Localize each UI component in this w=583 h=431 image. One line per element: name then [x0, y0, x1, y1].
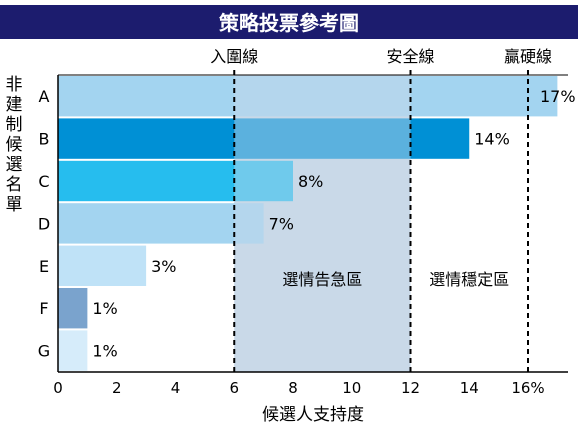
alert-zone-overlay	[234, 75, 411, 372]
value-label-A: 17%	[540, 87, 576, 106]
category-label-F: F	[39, 299, 48, 318]
zone-overlay-layer	[234, 75, 411, 372]
bar-A	[58, 76, 558, 117]
category-label-C: C	[38, 172, 49, 191]
x-tick-label-6: 12	[401, 379, 420, 397]
bar-E	[58, 245, 147, 286]
category-label-A: A	[39, 87, 50, 106]
category-label-E: E	[39, 257, 49, 276]
bars-layer	[58, 76, 558, 371]
title-bar	[0, 5, 578, 39]
chart-title: 策略投票參考圖	[219, 11, 359, 35]
x-axis-label: 候選人支持度	[262, 405, 364, 425]
bar-G	[58, 330, 88, 371]
labels-layer: 入圍線 安全線 贏硬線 0 2 4 6 8 10 12 14 16% A B C D E F G 17% 14% 8% 7%…	[6, 47, 576, 425]
x-tick-label-8: 16%	[511, 379, 544, 397]
value-label-B: 14%	[474, 130, 510, 149]
x-tick-label-5: 10	[342, 379, 361, 397]
threshold-label-3: 贏硬線	[504, 47, 552, 66]
bar-D	[58, 203, 264, 244]
bar-B	[58, 118, 470, 159]
x-tick-label-2: 4	[171, 379, 181, 397]
x-tick-label-0: 0	[53, 379, 63, 397]
zone-label-2: 選情穩定區	[429, 270, 509, 289]
value-label-E: 3%	[151, 257, 176, 276]
value-label-F: 1%	[92, 299, 117, 318]
value-label-D: 7%	[269, 214, 294, 233]
value-label-C: 8%	[298, 172, 323, 191]
value-label-G: 1%	[92, 342, 117, 361]
threshold-label-1: 入圍線	[210, 47, 258, 66]
zone-label-1: 選情告急區	[282, 270, 362, 289]
bar-C	[58, 160, 293, 202]
x-tick-label-1: 2	[112, 379, 122, 397]
axes-layer	[57, 74, 568, 373]
x-tick-label-4: 8	[288, 379, 298, 397]
category-label-D: D	[38, 214, 50, 233]
category-label-G: G	[38, 342, 50, 361]
category-label-B: B	[39, 130, 50, 149]
bar-F	[58, 288, 88, 329]
x-tick-label-7: 14	[460, 379, 479, 397]
chart-title-banner: 策略投票參考圖	[0, 5, 578, 39]
x-tick-label-3: 6	[229, 379, 239, 397]
y-axis-label: 非建制候選名單	[6, 75, 23, 215]
threshold-label-2: 安全線	[386, 47, 434, 66]
